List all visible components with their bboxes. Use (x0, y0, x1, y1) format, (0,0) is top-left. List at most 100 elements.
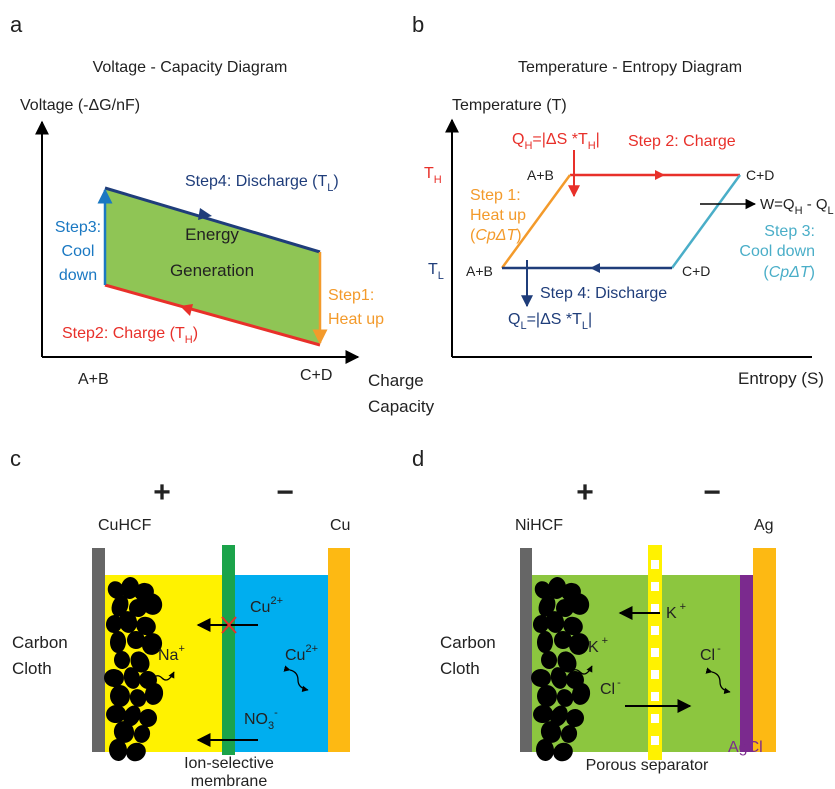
ion-label: Na+ (158, 643, 185, 664)
text-part: CpΔT (475, 227, 517, 244)
text-part: Cu (250, 599, 270, 616)
particle (535, 739, 555, 761)
carbon-cloth (520, 548, 532, 752)
step4-label: Step4: Discharge (TL) (185, 173, 339, 194)
center-label: Energy (185, 225, 239, 244)
particle (111, 595, 129, 617)
negative-sign: − (703, 476, 721, 509)
particle (126, 742, 146, 762)
particle (107, 581, 125, 599)
electrode-label: NiHCF (515, 517, 563, 534)
particle (536, 685, 558, 707)
particle (141, 593, 163, 615)
step3-label: Cool (62, 243, 95, 260)
text-part: T (424, 165, 434, 182)
ion-label: Cu2+ (250, 595, 283, 616)
carbon-cloth (92, 548, 105, 752)
particle (113, 651, 131, 669)
text-part: | (588, 311, 592, 328)
particle (571, 683, 591, 705)
particle (566, 709, 584, 727)
text-part: ) (810, 264, 815, 281)
pore (651, 670, 659, 679)
text-part: CpΔT (769, 264, 811, 281)
particle (532, 615, 550, 633)
ion-label: Cl - (700, 643, 721, 664)
text-part: | (596, 131, 600, 148)
pore (651, 604, 659, 613)
arrow-head (590, 263, 600, 273)
y-axis-label: Voltage (-ΔG/nF) (20, 97, 140, 114)
electrolyte (234, 575, 329, 752)
text-part: ) (333, 173, 338, 190)
pore (651, 736, 659, 745)
particle (568, 633, 590, 655)
pore (651, 692, 659, 701)
text-part: H (795, 205, 803, 217)
particle (553, 742, 573, 762)
ion-label: Cu2+ (285, 643, 318, 664)
step2-label: Step 2: Charge (628, 133, 736, 150)
panel-letter: c (10, 446, 21, 471)
text-part: - (717, 643, 721, 655)
squiggle-arrow (562, 665, 593, 683)
particle (536, 631, 554, 653)
step3-label: Cool down (739, 243, 815, 260)
text-part: Q (508, 311, 520, 328)
particle (545, 611, 565, 633)
text-part: K (588, 639, 599, 656)
panel-b: b Temperature - Entropy Diagram Temperat… (412, 12, 834, 388)
panel-a: a Voltage - Capacity Diagram Voltage (-Δ… (10, 12, 435, 416)
text-part: Step2: Charge (T (62, 325, 185, 342)
positive-sign: + (576, 476, 594, 509)
y-axis-label: Temperature (T) (452, 97, 567, 114)
ion-label: K + (588, 635, 608, 656)
substrate-label: Cloth (12, 659, 52, 678)
particle (540, 651, 558, 669)
particle (105, 615, 123, 633)
squiggle-arrow (705, 667, 731, 695)
text-part: L (828, 205, 834, 217)
charge-line (104, 283, 321, 347)
step1-label: Heat up (328, 311, 384, 328)
particle (560, 725, 578, 743)
text-part: W=Q (760, 196, 795, 213)
text-part: =|ΔS *T (527, 311, 583, 328)
panel-d: d + − NiHCF Ag Carbon Cloth K + K + Cl - Cl… (412, 446, 776, 774)
particle (554, 631, 572, 649)
coating-label: AgCl (728, 739, 763, 756)
pore (651, 648, 659, 657)
text-part: Cl (600, 681, 615, 698)
arrow-head (180, 304, 193, 316)
particle (531, 668, 551, 688)
panel-title: Temperature - Entropy Diagram (518, 59, 742, 76)
text-part: + (178, 643, 184, 655)
state-label: A+B (527, 167, 554, 183)
separator-label: Porous separator (586, 757, 709, 774)
panel-letter: b (412, 12, 424, 37)
text-part: T (428, 261, 438, 278)
silver-electrode (753, 548, 776, 752)
copper-electrode (328, 548, 350, 752)
squiggle-arrow (283, 665, 309, 693)
particle (534, 581, 552, 599)
pore (651, 560, 659, 569)
negative-sign: − (276, 476, 294, 509)
particle (563, 616, 583, 636)
text-part: L (582, 320, 588, 332)
q-l-label: QL=|ΔS *TL| (508, 311, 592, 332)
text-part: H (524, 140, 532, 152)
membrane (222, 545, 235, 755)
discharge-line (104, 186, 321, 254)
step2-label: Step2: Charge (TH) (62, 325, 198, 346)
particle (141, 633, 163, 655)
text-part: L (520, 320, 526, 332)
separator-pores (651, 560, 659, 745)
arrow-head (655, 170, 665, 180)
active-material (531, 577, 591, 762)
electrode-label: Ag (754, 517, 774, 534)
membrane-label: Ion-selective (184, 755, 274, 772)
energy-area (105, 188, 320, 345)
text-part: 3 (268, 720, 274, 732)
